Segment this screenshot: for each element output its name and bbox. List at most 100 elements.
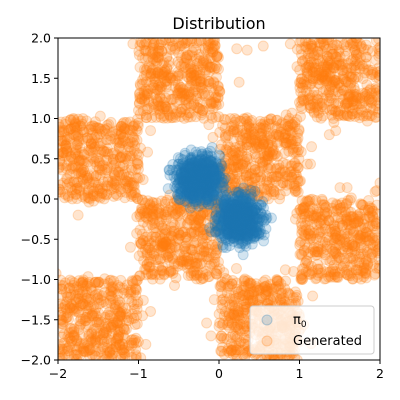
generated-point bbox=[331, 40, 343, 52]
generated-point bbox=[355, 42, 367, 54]
generated-point bbox=[142, 85, 154, 97]
generated-point bbox=[277, 177, 289, 189]
generated-point bbox=[297, 79, 309, 91]
generated-point bbox=[196, 107, 208, 119]
generated-point bbox=[207, 102, 219, 114]
y-tick-label: −1.5 bbox=[21, 312, 51, 327]
generated-point bbox=[176, 87, 188, 99]
generated-point bbox=[350, 49, 362, 61]
generated-point bbox=[184, 69, 196, 81]
generated-point bbox=[348, 81, 360, 93]
generated-point bbox=[352, 271, 364, 283]
generated-point bbox=[147, 39, 159, 51]
generated-point bbox=[169, 74, 181, 86]
generated-point bbox=[177, 87, 189, 99]
generated-point bbox=[323, 38, 335, 43]
generated-point bbox=[135, 38, 147, 47]
generated-point bbox=[209, 38, 221, 47]
x-tick-label: 2 bbox=[376, 366, 384, 381]
generated-point bbox=[145, 67, 157, 79]
generated-point bbox=[327, 61, 339, 73]
generated-point bbox=[178, 89, 190, 101]
generated-point bbox=[263, 176, 275, 188]
generated-point bbox=[333, 46, 345, 58]
generated-point bbox=[340, 75, 352, 87]
generated-point bbox=[158, 66, 170, 78]
generated-point bbox=[241, 139, 252, 151]
generated-point bbox=[211, 51, 223, 63]
generated-point bbox=[203, 251, 215, 263]
generated-point bbox=[354, 109, 366, 121]
generated-point bbox=[209, 40, 221, 52]
generated-point bbox=[305, 260, 317, 272]
generated-point bbox=[194, 66, 206, 78]
generated-point bbox=[166, 94, 178, 106]
generated-point bbox=[179, 93, 191, 105]
generated-point bbox=[190, 81, 202, 93]
generated-point bbox=[137, 310, 149, 322]
generated-point bbox=[320, 273, 332, 285]
generated-point bbox=[191, 74, 203, 86]
generated-point bbox=[198, 112, 210, 124]
generated-point bbox=[167, 112, 179, 124]
generated-point bbox=[241, 44, 253, 56]
generated-point bbox=[124, 176, 136, 188]
generated-point bbox=[186, 63, 198, 75]
generated-point bbox=[108, 159, 120, 171]
generated-point bbox=[186, 50, 198, 62]
generated-point bbox=[154, 39, 166, 51]
generated-point bbox=[205, 330, 217, 342]
generated-point bbox=[319, 70, 331, 82]
generated-point bbox=[176, 103, 188, 115]
generated-point bbox=[133, 98, 145, 110]
generated-point bbox=[92, 181, 104, 193]
generated-point bbox=[154, 84, 166, 96]
generated-point bbox=[198, 77, 210, 89]
legend-label-pi0-sub: 0 bbox=[301, 320, 307, 330]
generated-point bbox=[370, 54, 380, 66]
generated-point bbox=[181, 52, 193, 64]
generated-point bbox=[193, 52, 205, 64]
generated-point bbox=[253, 153, 265, 165]
generated-point bbox=[140, 45, 152, 57]
generated-point bbox=[133, 88, 145, 100]
generated-point bbox=[183, 97, 195, 109]
generated-point bbox=[335, 82, 347, 94]
generated-point bbox=[365, 102, 377, 114]
generated-point bbox=[99, 326, 111, 338]
generated-point bbox=[175, 60, 187, 72]
generated-point bbox=[181, 50, 193, 62]
generated-point bbox=[181, 99, 193, 111]
generated-point bbox=[147, 52, 159, 64]
generated-point bbox=[58, 268, 62, 279]
generated-point bbox=[147, 47, 159, 59]
generated-point bbox=[189, 70, 201, 82]
generated-point bbox=[134, 91, 146, 103]
generated-point bbox=[332, 106, 344, 118]
generated-point bbox=[180, 38, 192, 49]
generated-point bbox=[206, 97, 218, 109]
generated-point bbox=[66, 300, 78, 312]
generated-point bbox=[175, 111, 187, 123]
generated-point bbox=[146, 112, 158, 124]
generated-point bbox=[178, 61, 190, 73]
generated-point bbox=[175, 40, 187, 52]
generated-point bbox=[149, 217, 161, 229]
generated-point bbox=[58, 150, 69, 162]
generated-point bbox=[138, 88, 150, 100]
generated-point bbox=[170, 108, 182, 120]
generated-point bbox=[212, 50, 224, 62]
y-tick-label: −2.0 bbox=[21, 353, 51, 368]
generated-point bbox=[190, 53, 202, 65]
pi0-point bbox=[229, 230, 241, 242]
generated-point bbox=[323, 84, 335, 96]
generated-point bbox=[58, 343, 65, 355]
generated-point bbox=[124, 241, 136, 253]
generated-point bbox=[188, 84, 200, 96]
generated-point bbox=[207, 38, 219, 48]
generated-point bbox=[307, 98, 319, 110]
generated-point bbox=[172, 70, 184, 82]
generated-point bbox=[328, 117, 340, 129]
generated-point bbox=[363, 64, 375, 76]
generated-point bbox=[335, 38, 347, 43]
